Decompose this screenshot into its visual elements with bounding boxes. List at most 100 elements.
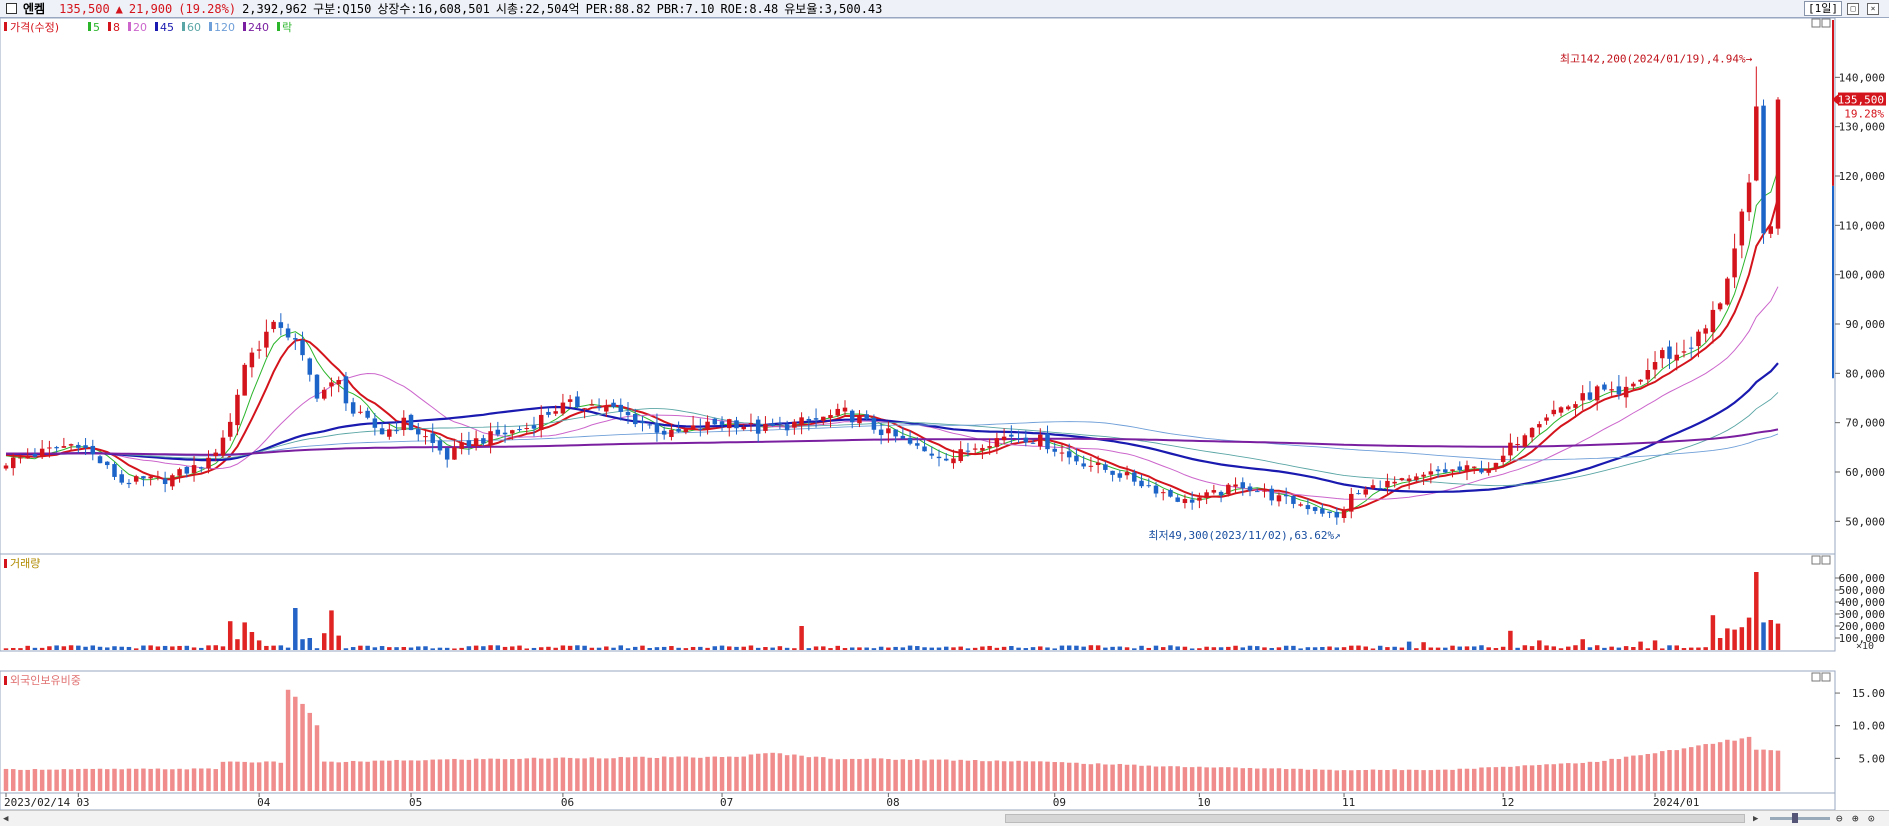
candle[interactable] [510, 429, 515, 440]
candle[interactable] [293, 333, 298, 350]
candle[interactable] [39, 440, 45, 460]
candle[interactable] [199, 466, 204, 473]
candle[interactable] [1443, 462, 1448, 474]
candle[interactable] [1479, 460, 1484, 475]
candle[interactable] [1450, 469, 1455, 478]
candle[interactable] [1631, 381, 1636, 391]
candle[interactable] [871, 414, 877, 434]
candle[interactable] [922, 439, 927, 452]
candle[interactable] [372, 413, 378, 436]
candle[interactable] [1725, 276, 1730, 306]
candle[interactable] [1377, 480, 1383, 490]
candle[interactable] [256, 340, 262, 359]
candle[interactable] [611, 399, 616, 409]
candle[interactable] [83, 438, 88, 456]
candle[interactable] [90, 439, 96, 461]
candle[interactable] [126, 479, 132, 489]
candle[interactable] [915, 437, 920, 450]
candle[interactable] [770, 418, 775, 427]
candle[interactable] [944, 453, 949, 462]
candle[interactable] [488, 422, 493, 454]
candle[interactable] [1233, 477, 1238, 493]
candle[interactable] [1038, 428, 1043, 450]
candle[interactable] [604, 399, 609, 418]
candle[interactable] [958, 441, 963, 463]
candle[interactable] [1276, 492, 1282, 507]
candle[interactable] [640, 416, 645, 432]
candle[interactable] [1544, 414, 1549, 425]
candle[interactable] [842, 400, 848, 417]
candle[interactable] [3, 463, 9, 471]
candle[interactable] [690, 415, 696, 429]
volume-close-icon[interactable] [1821, 555, 1831, 565]
candle[interactable] [1754, 66, 1759, 182]
candle[interactable] [517, 425, 522, 432]
candle[interactable] [1457, 461, 1463, 474]
candle[interactable] [365, 407, 370, 420]
candle[interactable] [661, 426, 667, 440]
candle[interactable] [329, 377, 334, 397]
candle[interactable] [220, 430, 226, 458]
candle[interactable] [1262, 483, 1267, 498]
candle[interactable] [1081, 455, 1086, 469]
candle[interactable] [1211, 484, 1217, 495]
candle[interactable] [1305, 498, 1311, 515]
candle[interactable] [1197, 492, 1202, 509]
candle[interactable] [430, 423, 435, 453]
volume-maximize-icon[interactable] [1811, 555, 1821, 565]
candle[interactable] [1255, 488, 1260, 493]
candle[interactable] [1623, 376, 1629, 408]
candle[interactable] [1074, 448, 1079, 465]
candle[interactable] [1132, 469, 1137, 486]
candle[interactable] [1146, 478, 1152, 488]
candle[interactable] [1124, 465, 1130, 480]
candle[interactable] [249, 347, 255, 378]
panel-buttons[interactable] [1811, 18, 1831, 28]
candle[interactable] [683, 428, 689, 435]
candle[interactable] [1269, 485, 1274, 506]
candle[interactable] [835, 403, 840, 418]
candle[interactable] [987, 438, 992, 455]
candle[interactable] [524, 422, 529, 434]
candle[interactable] [1638, 379, 1643, 385]
horizontal-scrollbar[interactable]: ◀ ▶ ⊖ ⊕ ⊙ [0, 810, 1889, 826]
candle[interactable] [907, 430, 913, 446]
candle[interactable] [141, 475, 146, 487]
zoom-slider[interactable] [1770, 817, 1830, 820]
candle[interactable] [784, 420, 790, 436]
candle[interactable] [553, 405, 558, 417]
candle[interactable] [806, 416, 812, 431]
candle[interactable] [531, 416, 537, 437]
candle[interactable] [350, 397, 356, 417]
panel-close-icon[interactable] [1821, 18, 1831, 28]
candle[interactable] [1117, 470, 1123, 482]
candle[interactable] [25, 448, 30, 459]
candle[interactable] [1660, 347, 1665, 369]
candle[interactable] [1247, 483, 1253, 497]
candle[interactable] [1189, 491, 1195, 510]
candle[interactable] [994, 432, 1000, 455]
candle[interactable] [133, 474, 139, 485]
candle[interactable] [1681, 339, 1687, 358]
candle[interactable] [285, 323, 291, 341]
candle[interactable] [1001, 428, 1007, 445]
candle[interactable] [452, 438, 457, 460]
candle[interactable] [792, 419, 797, 435]
candle[interactable] [1218, 490, 1224, 503]
candle[interactable] [763, 416, 768, 434]
candle[interactable] [1558, 406, 1564, 417]
candle[interactable] [1522, 433, 1528, 447]
candle[interactable] [1739, 208, 1745, 259]
candle[interactable] [1312, 506, 1318, 515]
candle[interactable] [408, 413, 414, 431]
foreign-maximize-icon[interactable] [1811, 672, 1821, 682]
scroll-thumb[interactable] [1005, 814, 1745, 823]
candle[interactable] [444, 447, 450, 468]
foreign-close-icon[interactable] [1821, 672, 1831, 682]
candle[interactable] [575, 391, 580, 409]
candle[interactable] [76, 442, 81, 454]
candle[interactable] [278, 313, 284, 336]
candle[interactable] [1052, 442, 1057, 457]
candle[interactable] [336, 376, 341, 393]
candle[interactable] [632, 408, 638, 428]
